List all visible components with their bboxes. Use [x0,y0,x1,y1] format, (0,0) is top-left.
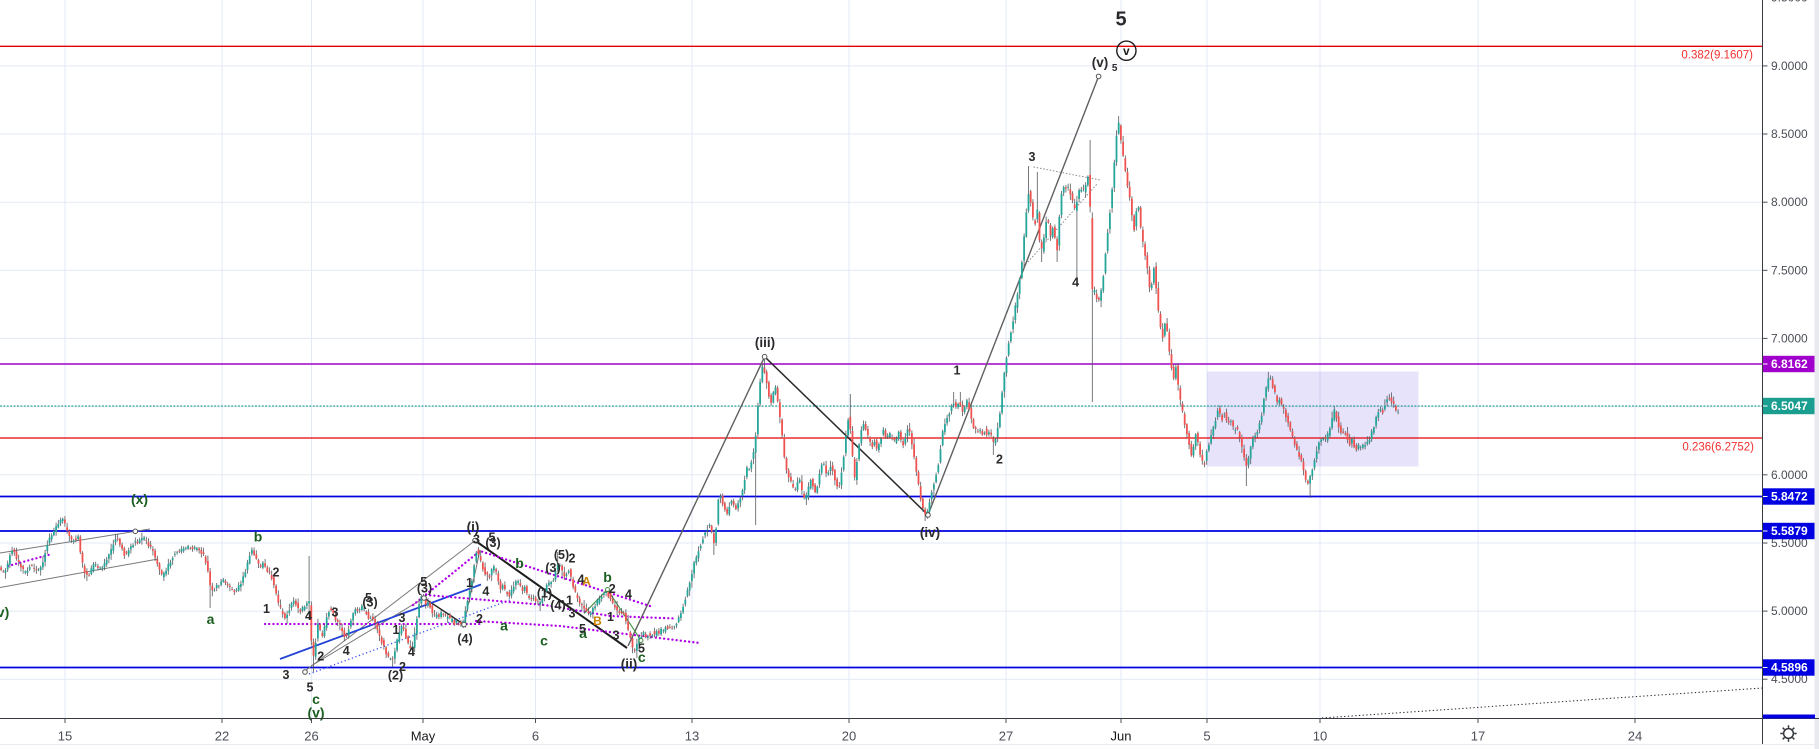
svg-text:3: 3 [399,611,406,625]
svg-text:b: b [254,529,263,545]
svg-text:26: 26 [304,729,318,744]
svg-text:5: 5 [1115,9,1126,31]
svg-text:(3): (3) [485,536,500,550]
svg-text:1: 1 [393,623,400,637]
svg-text:15: 15 [58,729,72,744]
svg-text:1: 1 [607,610,614,624]
svg-text:(i): (i) [467,520,480,535]
svg-text:(iv): (iv) [920,525,940,540]
svg-text:13: 13 [685,729,699,744]
svg-text:24: 24 [1628,729,1642,744]
svg-text:v): v) [0,604,9,620]
svg-text:1: 1 [954,364,961,378]
svg-text:(3): (3) [545,561,560,575]
svg-text:b: b [603,569,612,585]
svg-text:4: 4 [408,645,415,659]
svg-text:6.0000: 6.0000 [1771,468,1808,482]
svg-text:a: a [500,618,508,634]
svg-text:2: 2 [399,660,406,674]
svg-text:5: 5 [365,591,372,605]
svg-text:17: 17 [1471,729,1485,744]
svg-text:c: c [638,649,646,665]
svg-text:5: 5 [1203,729,1210,744]
svg-text:2: 2 [569,552,576,566]
svg-text:(4): (4) [550,599,565,613]
svg-text:(4): (4) [457,632,472,646]
svg-text:22: 22 [215,729,229,744]
svg-text:a: a [579,625,587,641]
svg-text:1: 1 [466,576,473,590]
svg-text:6.5047: 6.5047 [1771,399,1808,413]
svg-text:5.8472: 5.8472 [1771,490,1808,504]
svg-text:8.5000: 8.5000 [1771,127,1808,141]
svg-text:(x): (x) [131,491,148,507]
svg-text:1: 1 [263,602,270,616]
svg-text:(v): (v) [1092,55,1109,70]
svg-text:1: 1 [566,594,573,608]
svg-text:4: 4 [578,573,585,587]
svg-text:5: 5 [638,642,645,656]
svg-text:2: 2 [996,453,1003,467]
svg-text:27: 27 [999,729,1013,744]
svg-text:2: 2 [317,650,324,664]
svg-text:5.5879: 5.5879 [1771,524,1808,538]
svg-text:2: 2 [273,566,280,580]
svg-text:c: c [540,633,548,649]
svg-text:5: 5 [1112,63,1118,74]
svg-text:(ii): (ii) [621,657,638,672]
svg-text:7.0000: 7.0000 [1771,331,1808,345]
svg-text:2: 2 [476,612,483,626]
svg-text:B: B [593,614,602,628]
svg-text:5.0000: 5.0000 [1771,604,1808,618]
svg-text:(iii): (iii) [755,335,775,350]
svg-text:4: 4 [1072,276,1079,290]
svg-text:8.0000: 8.0000 [1771,195,1808,209]
svg-text:b: b [515,555,524,571]
svg-text:(3): (3) [417,582,432,596]
svg-text:6: 6 [532,729,539,744]
svg-text:(2): (2) [388,669,403,683]
svg-text:2: 2 [609,582,616,596]
svg-text:(v): (v) [307,705,324,721]
svg-text:a: a [207,611,215,627]
svg-text:Jun: Jun [1111,729,1132,744]
svg-text:5: 5 [489,531,496,545]
svg-text:20: 20 [842,729,856,744]
svg-text:4: 4 [625,588,632,602]
svg-text:A: A [582,575,591,589]
svg-text:(3): (3) [362,596,377,610]
svg-text:0.236(6.2752): 0.236(6.2752) [1682,442,1754,454]
svg-text:9.5000: 9.5000 [1771,0,1808,5]
svg-text:5: 5 [420,575,427,589]
svg-text:3: 3 [569,607,576,621]
svg-text:7.5000: 7.5000 [1771,263,1808,277]
svg-text:3: 3 [332,606,339,620]
svg-text:4: 4 [343,644,350,658]
svg-text:0.382(9.1607): 0.382(9.1607) [1681,50,1753,62]
svg-text:4.5896: 4.5896 [1771,661,1808,675]
svg-text:10: 10 [1313,729,1327,744]
svg-text:c: c [312,691,320,707]
svg-text:4: 4 [482,585,489,599]
svg-text:(1): (1) [537,587,552,601]
svg-text:3: 3 [473,533,480,547]
svg-text:May: May [411,729,436,744]
svg-text:3: 3 [1029,150,1036,164]
svg-text:v: v [1123,44,1130,58]
svg-text:3: 3 [283,668,290,682]
svg-text:5: 5 [579,622,586,636]
svg-text:4: 4 [305,609,312,623]
svg-text:(5): (5) [554,548,569,562]
svg-text:5.5000: 5.5000 [1771,536,1808,550]
svg-text:6.8162: 6.8162 [1771,357,1808,371]
svg-text:5: 5 [307,681,314,695]
svg-text:3: 3 [613,629,620,643]
svg-text:9.0000: 9.0000 [1771,59,1808,73]
